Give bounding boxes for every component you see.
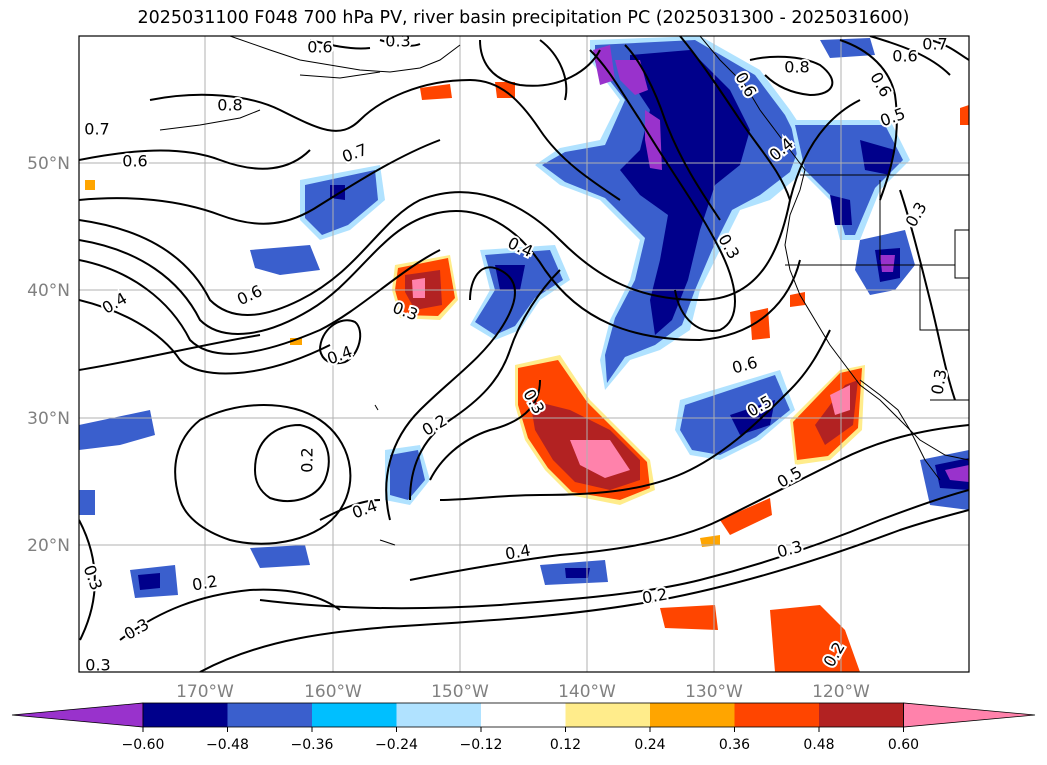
contour-label: 0.7 — [922, 35, 947, 54]
contour-label: 0.3 — [80, 562, 107, 592]
longitude-labels: 170°W 160°W 150°W 140°W 130°W 120°W — [176, 682, 870, 702]
colorbar-tick-label: 0.36 — [719, 737, 750, 753]
colorbar-segment — [11, 702, 144, 728]
colorbar-segment — [819, 703, 904, 727]
colorbar-segment — [903, 702, 1036, 728]
colorbar-segment — [481, 703, 566, 727]
contour-label: 0.6 — [892, 47, 917, 66]
latitude-labels: 50°N 40°N 30°N 20°N — [27, 154, 70, 556]
precip-shading — [79, 36, 969, 672]
colorbar-segment — [312, 703, 397, 727]
contour-label: 0.3 — [121, 615, 153, 644]
map-title: 2025031100 F048 700 hPa PV, river basin … — [137, 8, 910, 28]
contour-label: 0.3 — [775, 537, 805, 562]
colorbar-tick-label: 0.24 — [634, 737, 665, 753]
contour-label: 0.8 — [784, 58, 809, 77]
coastlines — [159, 36, 969, 546]
contour-label: 0.2 — [191, 571, 219, 594]
colorbar-tick-label: 0.48 — [803, 737, 834, 753]
lat-label-50n: 50°N — [27, 154, 70, 174]
colorbar-segment — [143, 703, 228, 727]
colorbar: −0.60 −0.48 −0.36 −0.24 −0.12 0.12 0.24 0.36 0.4… — [11, 702, 1036, 753]
contour-label: 0.6 — [122, 152, 147, 171]
colorbar-tick-label: −0.60 — [122, 737, 165, 753]
contour-label: 0.2 — [641, 584, 669, 607]
colorbar-tick-label: −0.36 — [291, 737, 334, 753]
contour-label: 0.3 — [385, 32, 410, 51]
lat-label-40n: 40°N — [27, 281, 70, 301]
contour-label: 0.6 — [730, 353, 760, 378]
colorbar-segment — [734, 703, 819, 727]
contour-label: 0.3 — [927, 368, 950, 396]
colorbar-segment — [565, 703, 650, 727]
colorbar-tick-label: −0.12 — [460, 737, 503, 753]
contour-label: 0.5 — [877, 104, 907, 131]
contour-label: 0.3 — [85, 656, 110, 675]
contour-label: 0.2 — [419, 411, 451, 440]
lon-label-150w: 150°W — [431, 682, 489, 702]
lon-label-130w: 130°W — [685, 682, 743, 702]
contour-label: 0.6 — [234, 281, 265, 309]
contour-label: 0.8 — [217, 96, 242, 115]
contour-label: 0.6 — [866, 69, 895, 101]
pv-contours — [79, 36, 969, 672]
colorbar-tick-label: 0.60 — [888, 737, 919, 753]
contour-label: 0.5 — [774, 463, 806, 492]
contour-label: 0.3 — [902, 199, 931, 231]
lat-label-20n: 20°N — [27, 536, 70, 556]
colorbar-tick-label: −0.48 — [206, 737, 249, 753]
map-frame — [78, 35, 970, 673]
colorbar-segment — [396, 703, 481, 727]
colorbar-outline — [142, 702, 904, 728]
map-gridlines — [79, 36, 969, 672]
contour-label: 0.4 — [99, 289, 131, 318]
colorbar-tick-label: 0.12 — [550, 737, 581, 753]
contour-label: 0.7 — [339, 140, 369, 167]
colorbar-segment — [650, 703, 735, 727]
lat-label-30n: 30°N — [27, 409, 70, 429]
lon-label-120w: 120°W — [812, 682, 870, 702]
colorbar-segment — [227, 703, 312, 727]
contour-label: 0.7 — [84, 120, 109, 139]
contour-label: 0.2 — [298, 447, 317, 472]
lon-label-170w: 170°W — [176, 682, 234, 702]
contour-label: 0.6 — [307, 38, 332, 57]
lon-label-160w: 160°W — [304, 682, 362, 702]
lon-label-140w: 140°W — [558, 682, 616, 702]
colorbar-tick-label: −0.24 — [375, 737, 418, 753]
